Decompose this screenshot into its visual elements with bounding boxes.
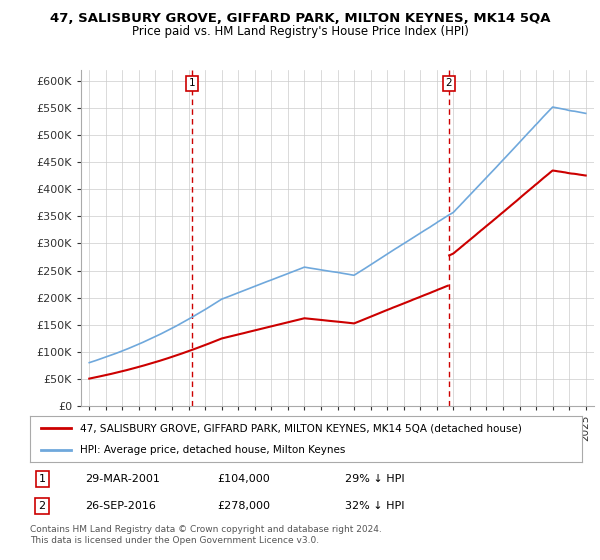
Text: 2: 2 [446, 78, 452, 88]
Text: 26-SEP-2016: 26-SEP-2016 [85, 501, 156, 511]
Text: 32% ↓ HPI: 32% ↓ HPI [344, 501, 404, 511]
Text: HPI: Average price, detached house, Milton Keynes: HPI: Average price, detached house, Milt… [80, 445, 345, 455]
Text: Price paid vs. HM Land Registry's House Price Index (HPI): Price paid vs. HM Land Registry's House … [131, 25, 469, 38]
Text: £278,000: £278,000 [218, 501, 271, 511]
Text: 1: 1 [38, 474, 46, 484]
Text: 47, SALISBURY GROVE, GIFFARD PARK, MILTON KEYNES, MK14 5QA: 47, SALISBURY GROVE, GIFFARD PARK, MILTO… [50, 12, 550, 25]
Text: Contains HM Land Registry data © Crown copyright and database right 2024.
This d: Contains HM Land Registry data © Crown c… [30, 525, 382, 545]
Text: 47, SALISBURY GROVE, GIFFARD PARK, MILTON KEYNES, MK14 5QA (detached house): 47, SALISBURY GROVE, GIFFARD PARK, MILTO… [80, 423, 521, 433]
Text: 1: 1 [189, 78, 196, 88]
Text: 29% ↓ HPI: 29% ↓ HPI [344, 474, 404, 484]
Text: 29-MAR-2001: 29-MAR-2001 [85, 474, 160, 484]
Text: £104,000: £104,000 [218, 474, 271, 484]
Text: 2: 2 [38, 501, 46, 511]
